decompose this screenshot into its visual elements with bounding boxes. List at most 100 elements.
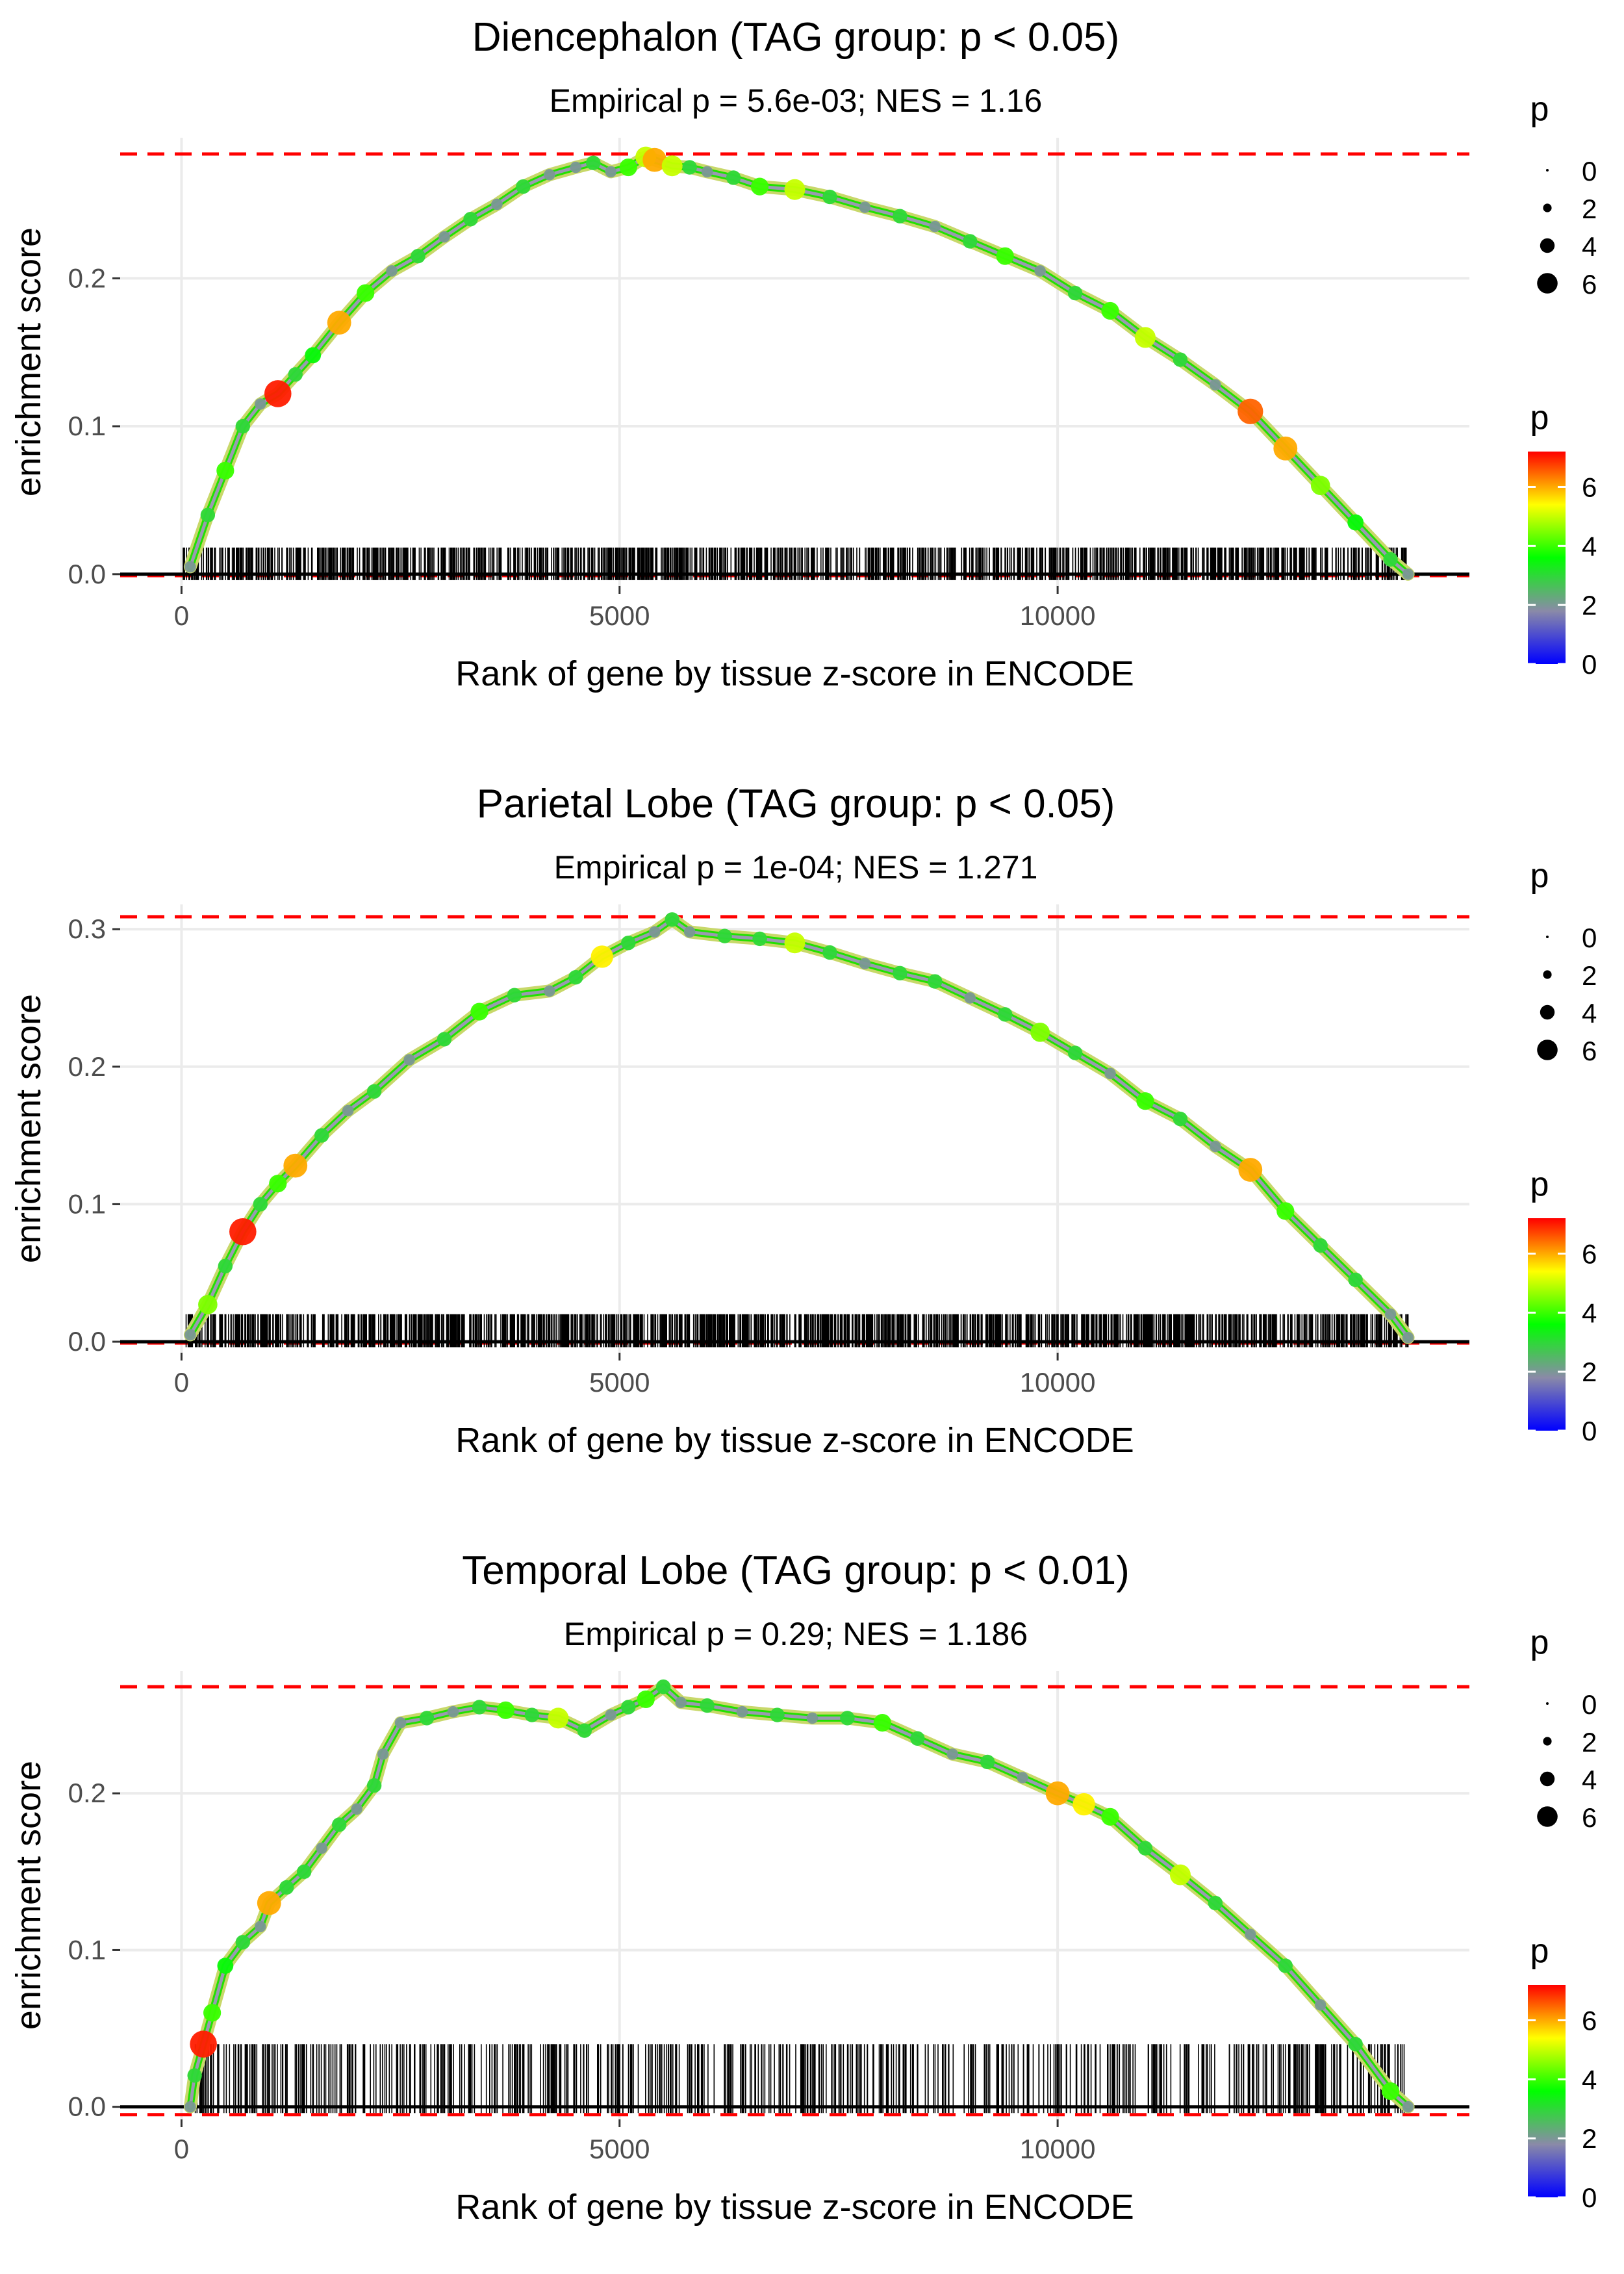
- es-curve: [188, 1685, 1410, 2109]
- gene-rank-tick-marks: [183, 547, 1407, 580]
- size-legend-label: 0: [1582, 923, 1597, 953]
- es-point: [873, 1714, 891, 1732]
- y-tick-label: 0.3: [68, 913, 106, 944]
- color-legend-bar: [1528, 452, 1566, 664]
- color-legend-bar: [1528, 1985, 1566, 2197]
- es-point: [963, 234, 978, 249]
- es-point: [1101, 1808, 1119, 1826]
- size-legend-dot: [1546, 936, 1549, 938]
- x-axis-title: Rank of gene by tissue z-score in ENCODE: [455, 2188, 1134, 2227]
- es-point: [822, 189, 837, 205]
- y-tick-label: 0.2: [68, 1778, 106, 1808]
- es-point: [770, 1707, 785, 1722]
- chart-title: Temporal Lobe (TAG group: p < 0.01): [462, 1548, 1130, 1593]
- size-legend-label: 6: [1582, 1802, 1597, 1833]
- es-point: [198, 1295, 218, 1314]
- es-point: [964, 992, 976, 1004]
- es-point: [1238, 1158, 1263, 1182]
- es-point: [605, 1709, 617, 1721]
- es-point: [447, 1706, 459, 1718]
- size-legend: p 0 2 4 6: [1530, 90, 1597, 300]
- es-point: [568, 969, 583, 985]
- es-point: [257, 1891, 281, 1915]
- size-legend-title: p: [1530, 1624, 1549, 1661]
- y-tick-label: 0.1: [68, 411, 106, 441]
- chart-title: Parietal Lobe (TAG group: p < 0.05): [477, 782, 1115, 826]
- es-point: [203, 2004, 222, 2022]
- es-point: [235, 1935, 251, 1950]
- es-point: [357, 284, 375, 302]
- color-legend-label: 6: [1582, 2006, 1597, 2036]
- es-point: [637, 1690, 655, 1709]
- es-point: [218, 1258, 233, 1273]
- chart-subtitle: Empirical p = 5.6e-03; NES = 1.16: [550, 83, 1043, 119]
- es-point: [386, 265, 398, 277]
- y-tick-label: 0.2: [68, 1051, 106, 1082]
- color-legend-label: 2: [1582, 2123, 1597, 2154]
- es-curve-halo: [183, 150, 1415, 581]
- es-point: [1383, 552, 1398, 567]
- es-point: [377, 1748, 389, 1760]
- x-tick-label: 10000: [1020, 600, 1096, 631]
- es-point: [190, 2030, 217, 2058]
- es-point: [403, 1054, 415, 1066]
- es-point: [1072, 1793, 1095, 1816]
- size-legend-label: 4: [1582, 998, 1597, 1028]
- x-tick-label: 0: [174, 1367, 189, 1398]
- panel-1: Diencephalon (TAG group: p < 0.05) Empiri…: [9, 15, 1597, 693]
- es-point: [491, 198, 503, 211]
- es-point: [910, 1731, 925, 1746]
- es-point: [472, 1700, 487, 1715]
- size-legend-dot: [1546, 1702, 1549, 1705]
- es-curve-body: [186, 1683, 1412, 2111]
- y-axis-title: enrichment score: [9, 994, 48, 1263]
- es-point: [1034, 265, 1046, 277]
- size-legend-title: p: [1530, 90, 1549, 128]
- size-legend-dot: [1540, 1004, 1555, 1020]
- color-legend-label: 6: [1582, 1239, 1597, 1270]
- size-legend-dot: [1546, 169, 1549, 172]
- color-legend-title: p: [1530, 1166, 1549, 1203]
- size-legend-label: 4: [1582, 1765, 1597, 1795]
- es-point: [264, 380, 292, 407]
- es-points: [184, 146, 1414, 580]
- es-point: [661, 155, 683, 177]
- es-point: [254, 1921, 266, 1933]
- es-point: [184, 1329, 196, 1341]
- x-tick-label: 5000: [589, 2134, 650, 2164]
- es-point: [366, 1084, 382, 1099]
- es-point: [648, 926, 661, 938]
- es-point: [859, 201, 871, 213]
- es-curve: [188, 917, 1410, 1340]
- es-point: [682, 160, 697, 175]
- es-point: [1067, 1045, 1083, 1060]
- size-legend: p 0 2 4 6: [1530, 1624, 1597, 1833]
- es-curve-halo: [183, 913, 1415, 1344]
- es-point: [1101, 301, 1119, 320]
- es-point: [516, 179, 531, 194]
- size-legend-dot: [1540, 1771, 1555, 1787]
- es-point: [351, 1803, 362, 1815]
- es-point: [642, 147, 667, 172]
- es-point: [1347, 514, 1364, 531]
- color-legend-label: 2: [1582, 590, 1597, 620]
- size-legend-label: 2: [1582, 1727, 1597, 1757]
- es-point: [1278, 1958, 1293, 1973]
- es-point: [996, 247, 1014, 265]
- x-tick-label: 5000: [589, 1367, 650, 1398]
- color-legend-label: 4: [1582, 1297, 1597, 1328]
- size-legend-title: p: [1530, 857, 1549, 895]
- es-point: [331, 1817, 347, 1832]
- es-point: [1169, 1864, 1191, 1885]
- x-tick-label: 5000: [589, 600, 650, 631]
- size-legend-dot: [1543, 970, 1552, 979]
- es-point: [279, 1880, 294, 1895]
- es-point: [1173, 352, 1188, 367]
- es-point: [1402, 568, 1414, 580]
- es-point: [621, 1700, 636, 1715]
- es-point: [840, 1711, 855, 1726]
- es-point: [524, 1707, 540, 1722]
- es-point: [305, 347, 322, 364]
- size-legend-label: 6: [1582, 1036, 1597, 1066]
- es-point: [1210, 379, 1221, 391]
